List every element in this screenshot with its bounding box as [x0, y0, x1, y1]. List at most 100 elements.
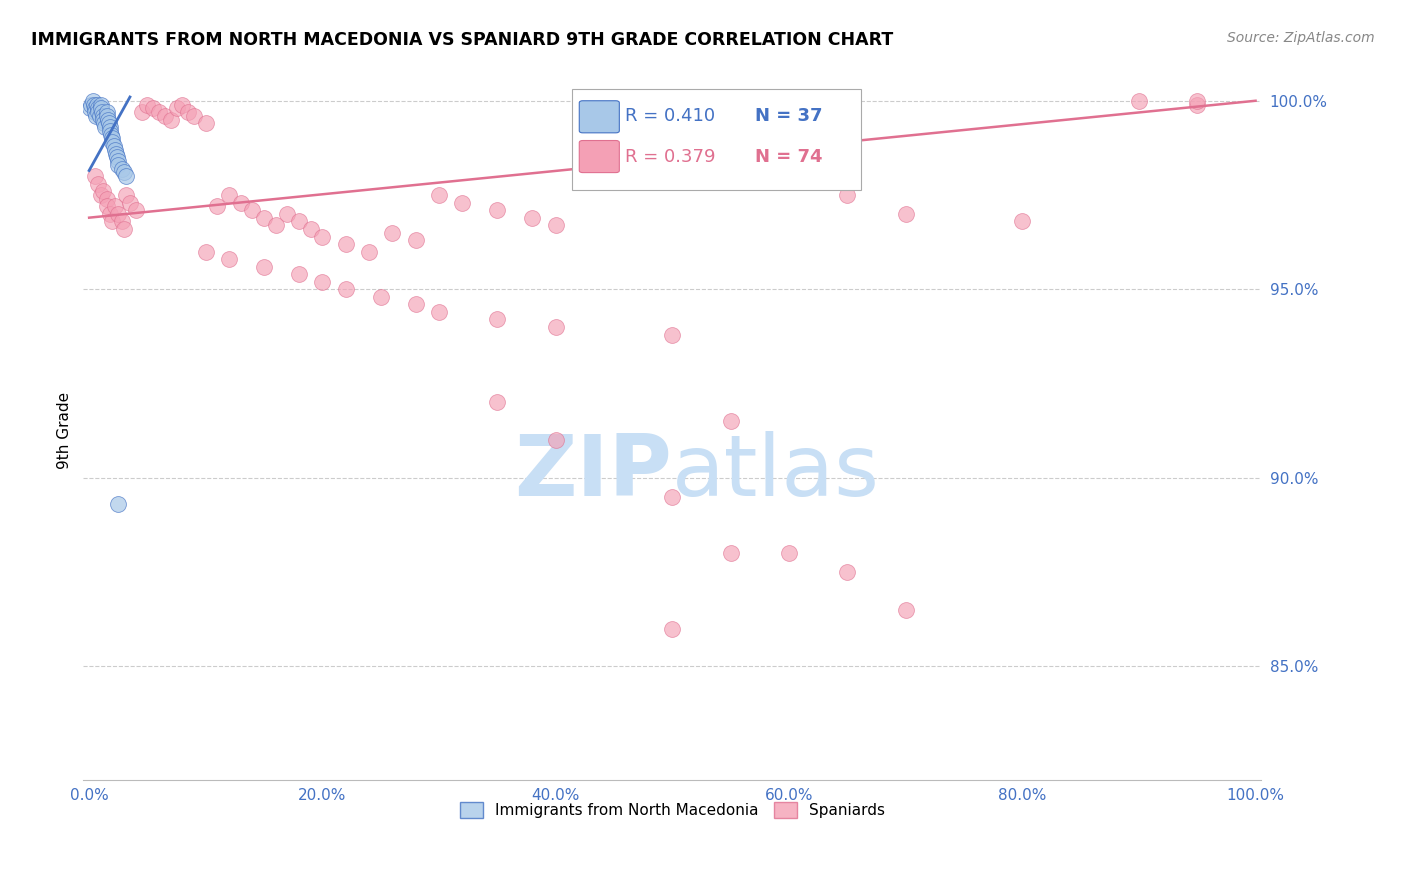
Point — [218, 188, 240, 202]
Point — [96, 109, 118, 123]
Point — [84, 169, 107, 184]
Point — [111, 161, 134, 176]
Point — [207, 199, 229, 213]
Point — [486, 203, 509, 218]
Point — [299, 222, 322, 236]
Point — [91, 105, 114, 120]
FancyBboxPatch shape — [572, 89, 860, 190]
Point — [486, 395, 509, 409]
Point — [405, 297, 427, 311]
Point — [101, 214, 124, 228]
Point — [101, 135, 124, 149]
Point — [357, 244, 380, 259]
Text: ZIP: ZIP — [515, 431, 672, 514]
Point — [98, 207, 121, 221]
Point — [118, 195, 141, 210]
Point — [194, 116, 217, 130]
Point — [335, 282, 357, 296]
Point — [82, 94, 104, 108]
Point — [544, 320, 567, 334]
Point — [253, 260, 276, 274]
Point — [96, 192, 118, 206]
Point — [96, 105, 118, 120]
Point — [111, 214, 134, 228]
Point — [1011, 214, 1033, 228]
Point — [720, 414, 742, 428]
Point — [90, 101, 112, 115]
Point — [142, 101, 165, 115]
Point — [112, 165, 135, 179]
Point — [115, 188, 138, 202]
Point — [1187, 97, 1209, 112]
Point — [264, 218, 287, 232]
Point — [91, 184, 114, 198]
Point — [87, 105, 110, 120]
FancyBboxPatch shape — [579, 141, 619, 172]
Text: R = 0.379: R = 0.379 — [626, 147, 716, 166]
Point — [98, 124, 121, 138]
Point — [370, 290, 392, 304]
Point — [661, 169, 683, 184]
Point — [405, 233, 427, 247]
Point — [84, 109, 107, 123]
Point — [218, 252, 240, 267]
Point — [894, 207, 917, 221]
Point — [148, 105, 170, 120]
Point — [166, 101, 188, 115]
Point — [80, 97, 103, 112]
Point — [486, 312, 509, 326]
Point — [778, 131, 800, 145]
FancyBboxPatch shape — [579, 101, 619, 133]
Point — [720, 546, 742, 560]
Point — [131, 105, 153, 120]
Point — [276, 207, 298, 221]
Point — [661, 327, 683, 342]
Text: R = 0.410: R = 0.410 — [626, 107, 716, 125]
Point — [83, 97, 105, 112]
Point — [242, 203, 264, 218]
Point — [288, 267, 311, 281]
Point — [136, 97, 159, 112]
Point — [112, 222, 135, 236]
Point — [84, 105, 107, 120]
Point — [94, 120, 117, 135]
Point — [177, 105, 200, 120]
Point — [172, 97, 194, 112]
Point — [107, 158, 129, 172]
Point — [381, 226, 404, 240]
Point — [79, 101, 101, 115]
Point — [183, 109, 205, 123]
Point — [97, 116, 120, 130]
Point — [104, 199, 127, 213]
Point — [96, 199, 118, 213]
Legend: Immigrants from North Macedonia, Spaniards: Immigrants from North Macedonia, Spaniar… — [454, 796, 891, 824]
Point — [115, 169, 138, 184]
Point — [107, 154, 129, 169]
Point — [194, 244, 217, 259]
Point — [335, 237, 357, 252]
Point — [89, 109, 111, 123]
Point — [100, 128, 122, 142]
Point — [90, 188, 112, 202]
Point — [778, 546, 800, 560]
Point — [837, 565, 859, 579]
Text: atlas: atlas — [672, 431, 880, 514]
Point — [253, 211, 276, 225]
Point — [104, 143, 127, 157]
Point — [427, 305, 450, 319]
Point — [451, 195, 474, 210]
Point — [1187, 94, 1209, 108]
Text: N = 37: N = 37 — [755, 107, 823, 125]
Text: Source: ZipAtlas.com: Source: ZipAtlas.com — [1227, 31, 1375, 45]
Point — [93, 116, 115, 130]
Point — [427, 188, 450, 202]
Point — [97, 112, 120, 127]
Text: IMMIGRANTS FROM NORTH MACEDONIA VS SPANIARD 9TH GRADE CORRELATION CHART: IMMIGRANTS FROM NORTH MACEDONIA VS SPANI… — [31, 31, 893, 49]
Point — [661, 622, 683, 636]
Point — [1128, 94, 1150, 108]
Y-axis label: 9th Grade: 9th Grade — [58, 392, 72, 469]
Point — [107, 207, 129, 221]
Point — [159, 112, 181, 127]
Point — [87, 101, 110, 115]
Point — [544, 433, 567, 447]
